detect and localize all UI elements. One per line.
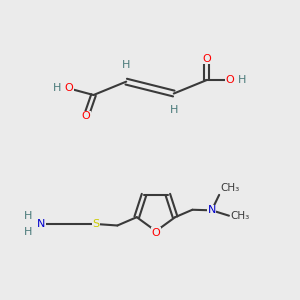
Text: H: H — [52, 83, 61, 94]
Text: H: H — [238, 75, 246, 85]
Text: N: N — [208, 205, 216, 215]
Text: CH₃: CH₃ — [230, 211, 250, 221]
Text: H: H — [122, 60, 130, 70]
Text: N: N — [37, 219, 45, 229]
Text: O: O — [82, 111, 91, 122]
Text: O: O — [65, 83, 74, 94]
Text: H: H — [24, 227, 33, 237]
Text: O: O — [202, 54, 211, 64]
Text: CH₃: CH₃ — [220, 183, 240, 194]
Text: O: O — [152, 228, 160, 238]
Text: S: S — [92, 219, 100, 229]
Text: O: O — [225, 75, 234, 85]
Text: H: H — [169, 105, 178, 115]
Text: H: H — [24, 211, 33, 221]
